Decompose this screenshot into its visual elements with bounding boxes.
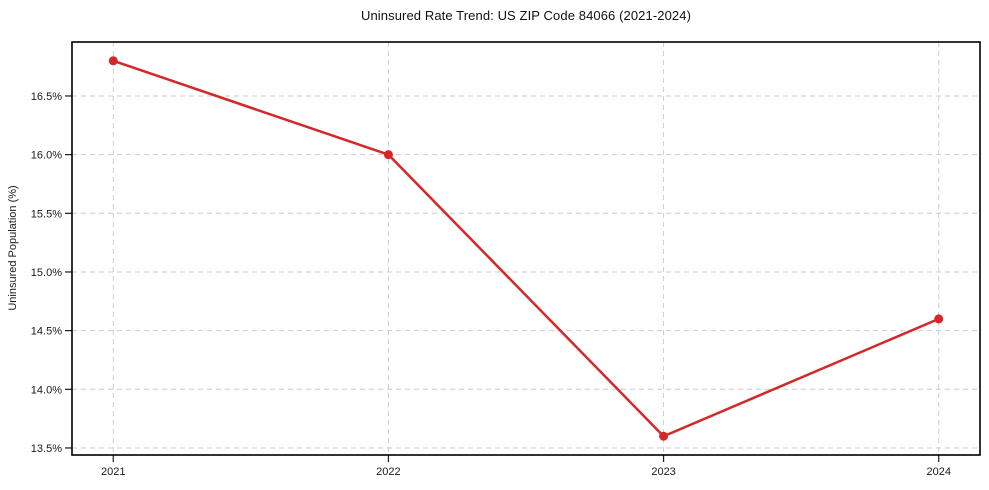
y-axis-label: Uninsured Population (%) <box>7 185 19 310</box>
y-tick-label: 15.5% <box>31 208 62 220</box>
y-tick-label: 14.5% <box>31 326 62 338</box>
y-tick-label: 14.0% <box>31 384 62 396</box>
x-tick-label: 2024 <box>926 466 950 478</box>
y-tick-label: 16.0% <box>31 150 62 162</box>
data-point-marker <box>659 431 669 441</box>
y-tick-label: 15.0% <box>31 267 62 279</box>
data-point-marker <box>108 56 118 66</box>
data-point-marker <box>934 314 944 324</box>
x-tick-label: 2023 <box>651 466 675 478</box>
plot-border <box>71 41 981 456</box>
grid-lines <box>72 42 980 455</box>
x-tick-label: 2022 <box>376 466 400 478</box>
axis-ticks <box>65 95 940 462</box>
x-tick-label: 2021 <box>101 466 125 478</box>
y-tick-label: 16.5% <box>31 91 62 103</box>
y-tick-label: 13.5% <box>31 443 62 455</box>
data-point-marker <box>383 150 393 160</box>
data-series <box>108 56 944 441</box>
chart-title: Uninsured Rate Trend: US ZIP Code 84066 … <box>360 8 692 23</box>
series-line <box>112 59 940 438</box>
axis-tick-labels: 13.5% 14.0% 14.5% 15.0% 15.5% 16.0% 16.5% 2021 2… <box>31 91 951 478</box>
